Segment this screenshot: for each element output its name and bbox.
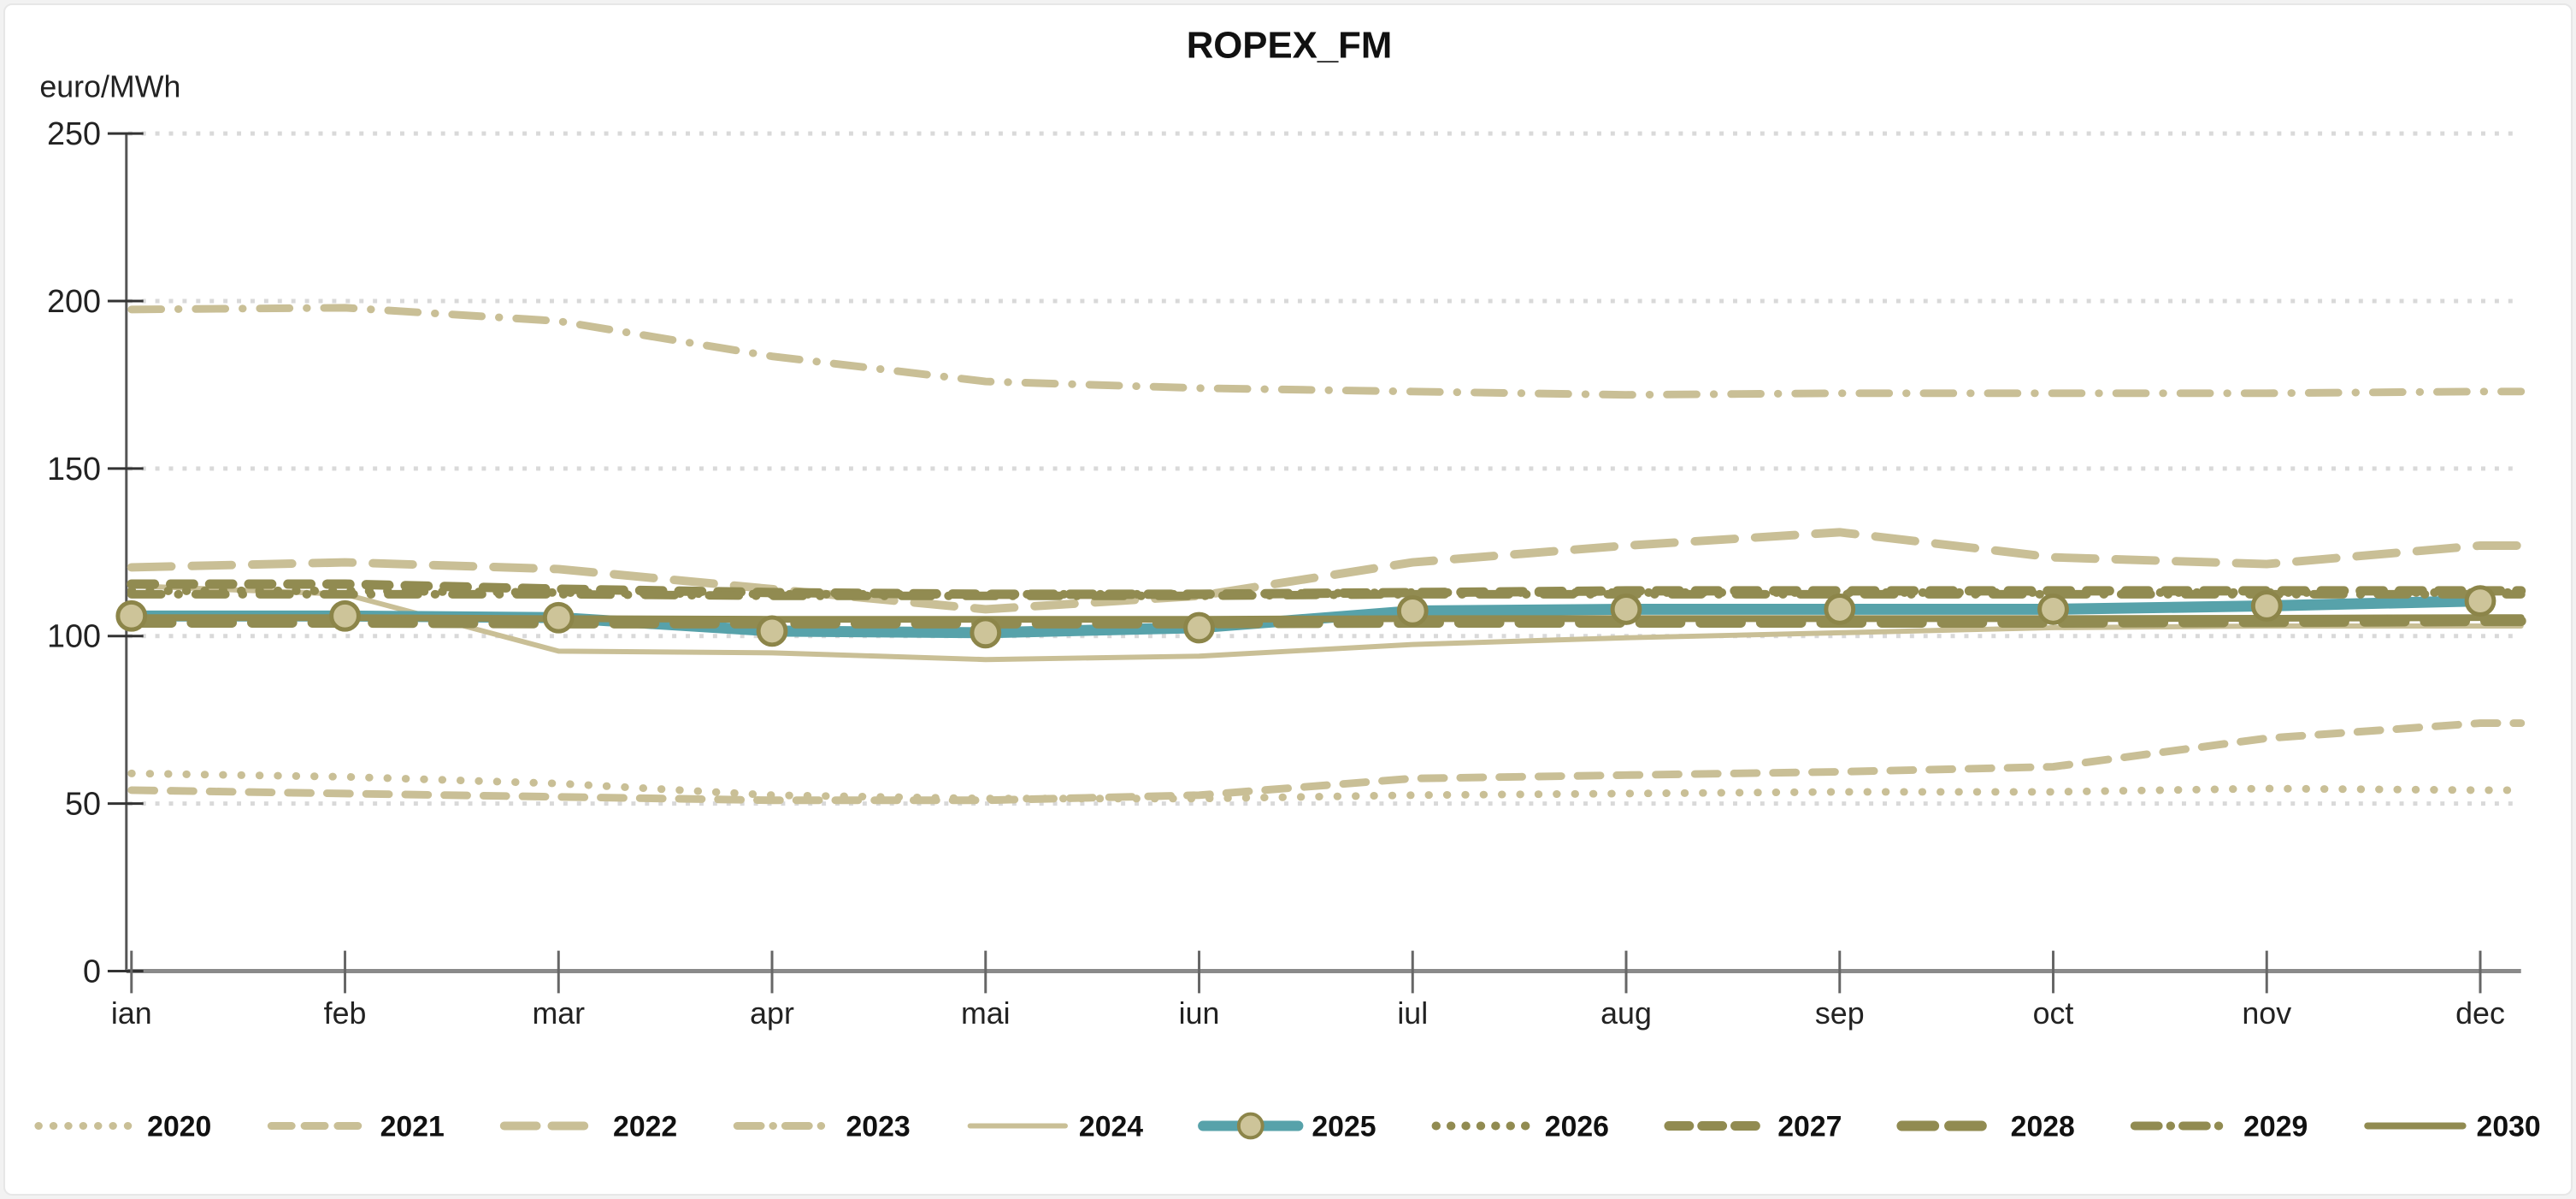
legend-label-2026: 2026 <box>1545 1110 1609 1143</box>
x-label-nov: nov <box>2242 996 2291 1031</box>
legend-item-2024: 2024 <box>967 1110 1143 1143</box>
y-tick-label-150: 150 <box>47 452 101 487</box>
series-2025-marker-mai <box>970 617 1002 649</box>
series-2025-marker-iun <box>1183 611 1215 644</box>
axis-labels: 0 50 100 150 200 250 ian feb mar apr mai iun iul aug s… <box>47 116 2505 1031</box>
series-markers <box>115 585 2496 649</box>
legend-item-2026: 2026 <box>1431 1110 1609 1143</box>
legend-label-2027: 2027 <box>1777 1110 1842 1143</box>
legend-marker-2025 <box>1236 1112 1264 1140</box>
series-2025-marker-nov <box>2250 590 2283 622</box>
series-2025-marker-ian <box>115 600 148 632</box>
series-2025-marker-iul <box>1396 594 1429 627</box>
series-2027-line <box>127 579 2526 600</box>
series-2025-marker-apr <box>756 615 788 647</box>
legend-label-2028: 2028 <box>2011 1110 2075 1143</box>
series-lines <box>126 304 2526 805</box>
x-label-sep: sep <box>1815 996 1865 1031</box>
chart-card: ROPEX_FM euro/MWh 0 50 100 150 200 250 ian feb m… <box>3 3 2573 1196</box>
x-label-iul: iul <box>1397 996 1428 1031</box>
legend: 2020 2021 2022 2023 2024 2025 2026 2027 2028 2029… <box>34 1110 2541 1143</box>
series-2025-marker-oct <box>2037 594 2069 625</box>
legend-item-2023: 2023 <box>733 1110 911 1143</box>
legend-item-2020: 2020 <box>34 1110 211 1143</box>
legend-label-2024: 2024 <box>1079 1110 1143 1143</box>
series-2025-marker-aug <box>1610 594 1642 625</box>
x-label-iun: iun <box>1179 996 1220 1031</box>
series-2025-marker-feb <box>329 600 361 632</box>
legend-label-2025: 2025 <box>1312 1110 1376 1143</box>
axes <box>107 132 2521 994</box>
series-2023-line <box>127 304 2526 399</box>
x-label-dec: dec <box>2455 996 2505 1031</box>
series-2020-line <box>127 769 2526 803</box>
x-label-oct: oct <box>2033 996 2074 1031</box>
legend-label-2023: 2023 <box>846 1110 910 1143</box>
legend-item-2022: 2022 <box>499 1110 677 1143</box>
y-tick-label-50: 50 <box>65 787 101 823</box>
x-label-ian: ian <box>111 996 152 1031</box>
legend-item-2021: 2021 <box>267 1110 445 1143</box>
ropex-fm-line-chart: ROPEX_FM euro/MWh 0 50 100 150 200 250 ian feb m… <box>34 25 2541 1143</box>
y-axis-unit-label: euro/MWh <box>39 69 180 103</box>
x-label-mai: mai <box>961 996 1011 1031</box>
legend-item-2028: 2028 <box>1896 1110 2075 1143</box>
legend-label-2020: 2020 <box>147 1110 211 1143</box>
legend-item-2029: 2029 <box>2130 1110 2308 1143</box>
series-2025-marker-sep <box>1824 594 1856 625</box>
legend-label-2022: 2022 <box>613 1110 677 1143</box>
y-tick-label-200: 200 <box>47 284 101 320</box>
y-tick-label-100: 100 <box>47 619 101 655</box>
series-2021-line <box>127 719 2526 805</box>
legend-item-2025: 2025 <box>1198 1110 1376 1143</box>
legend-label-2030: 2030 <box>2477 1110 2541 1143</box>
legend-label-2029: 2029 <box>2243 1110 2308 1143</box>
gridlines <box>127 131 2521 806</box>
y-tick-label-0: 0 <box>83 954 101 989</box>
y-tick-label-250: 250 <box>47 116 101 152</box>
legend-item-2027: 2027 <box>1664 1110 1842 1143</box>
legend-item-2030: 2030 <box>2364 1110 2541 1143</box>
x-label-mar: mar <box>532 996 585 1031</box>
legend-label-2021: 2021 <box>380 1110 445 1143</box>
series-2022-line <box>127 528 2526 614</box>
series-2025-marker-dec <box>2464 585 2496 617</box>
chart-title: ROPEX_FM <box>1187 25 1393 67</box>
x-label-aug: aug <box>1600 996 1652 1031</box>
x-label-apr: apr <box>750 996 794 1031</box>
x-label-feb: feb <box>324 996 367 1031</box>
series-2025-marker-mar <box>542 601 575 634</box>
